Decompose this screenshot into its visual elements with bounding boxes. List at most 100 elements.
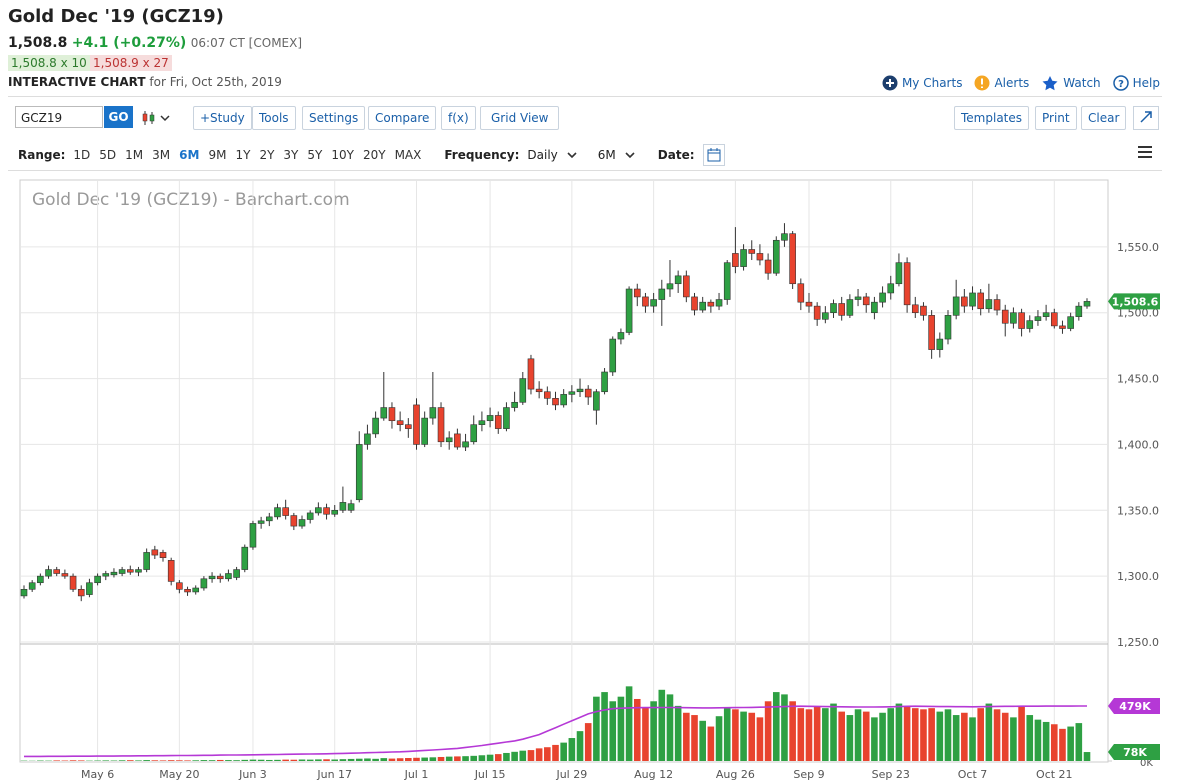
range-bar: Range: 1D 5D 1M 3M 6M 9M 1Y 2Y 3Y 5Y 10Y 20Y MAX Fre…: [18, 144, 725, 166]
candle-body: [830, 303, 837, 314]
candle-body: [331, 509, 339, 515]
range-option[interactable]: 1Y: [235, 148, 251, 162]
volume-bar: [568, 738, 576, 761]
candle-body: [977, 292, 985, 310]
candle-body: [609, 338, 617, 373]
period-select[interactable]: 6M: [598, 148, 636, 162]
symbol-input[interactable]: GCZ19: [15, 106, 103, 128]
candle-body: [1010, 312, 1017, 324]
candle-body: [53, 569, 61, 574]
candle-body: [192, 587, 200, 593]
candle-body: [396, 420, 404, 425]
candle-body: [822, 312, 829, 320]
candle-body: [535, 388, 543, 393]
candle-body: [462, 441, 469, 448]
volume-bar: [772, 692, 780, 761]
range-option[interactable]: 1M: [125, 148, 144, 162]
candle-body: [1083, 301, 1091, 307]
print-button[interactable]: Print: [1035, 106, 1077, 130]
compare-button[interactable]: Compare: [368, 106, 437, 130]
volume-bar: [593, 696, 600, 761]
volume-bar: [372, 758, 379, 761]
candle-body: [478, 420, 486, 425]
candle-body: [552, 398, 559, 406]
link-text: Watch: [1063, 76, 1101, 90]
range-label: Range:: [18, 148, 66, 162]
volume-bar: [969, 717, 976, 761]
volume-bar: [1018, 707, 1025, 761]
candle-body: [544, 391, 551, 399]
clear-button[interactable]: Clear: [1081, 106, 1127, 130]
expand-button[interactable]: [1133, 106, 1159, 130]
study-button[interactable]: +Study: [193, 106, 252, 130]
my-charts[interactable]: My Charts: [882, 75, 962, 91]
candle-body: [593, 391, 600, 411]
candle-body: [633, 288, 641, 298]
range-option[interactable]: 5D: [99, 148, 117, 162]
link-text: Alerts: [994, 76, 1030, 90]
candle-body: [37, 575, 44, 584]
candle-body: [862, 296, 870, 306]
volume-bar: [552, 744, 559, 761]
range-option[interactable]: 9M: [208, 148, 227, 162]
candle-body: [683, 275, 690, 298]
settings-button[interactable]: Settings: [302, 106, 366, 130]
date-picker[interactable]: [702, 144, 725, 166]
candle-body: [691, 296, 698, 311]
menu-button[interactable]: [1136, 144, 1154, 160]
volume-bar: [1067, 726, 1074, 761]
candle-body: [266, 516, 273, 522]
link-text: Help: [1132, 76, 1160, 90]
frequency-select[interactable]: Daily: [527, 148, 577, 162]
chart-label: INTERACTIVE CHART: [8, 75, 146, 89]
volume-bar: [740, 711, 747, 761]
help[interactable]: ? Help: [1112, 75, 1160, 91]
x-tick-label: Oct 21: [1036, 768, 1073, 781]
chart-type-picker[interactable]: [140, 109, 174, 127]
watch[interactable]: Watch: [1041, 75, 1101, 91]
range-option[interactable]: 10Y: [331, 148, 354, 162]
candle-body: [200, 578, 208, 589]
volume-bar: [405, 758, 412, 761]
range-option[interactable]: 3M: [152, 148, 171, 162]
volume-bar: [830, 703, 837, 761]
range-option[interactable]: 6M: [179, 148, 200, 162]
x-tick-label: Aug 12: [634, 768, 673, 781]
candle-body: [838, 303, 845, 316]
svg-text:?: ?: [1118, 79, 1124, 90]
templates-button[interactable]: Templates: [954, 106, 1030, 130]
grid-view-button[interactable]: Grid View: [480, 106, 560, 130]
volume-bar: [503, 752, 510, 761]
volume-bar: [478, 755, 486, 761]
candle-body: [707, 301, 715, 307]
volume-bar: [650, 701, 657, 761]
volume-bar: [560, 742, 567, 761]
range-option[interactable]: 2Y: [259, 148, 275, 162]
icon-alert: [974, 75, 990, 91]
volume-bar: [266, 759, 273, 761]
go-button[interactable]: GO: [104, 106, 133, 128]
candle-body: [797, 283, 805, 303]
alerts[interactable]: Alerts: [974, 75, 1029, 91]
range-option[interactable]: 5Y: [307, 148, 323, 162]
volume-bar: [879, 712, 886, 761]
fx-button[interactable]: f(x): [441, 106, 476, 130]
range-option[interactable]: 3Y: [283, 148, 299, 162]
volume-bar: [797, 708, 805, 761]
candle-body: [241, 546, 249, 570]
volume-bar: [298, 759, 306, 761]
date-label: Date:: [657, 148, 695, 162]
tools-button[interactable]: Tools: [252, 106, 296, 130]
candle-body: [323, 507, 330, 515]
range-option[interactable]: 1D: [73, 148, 91, 162]
candle-body: [274, 507, 281, 518]
volume-bar: [355, 758, 363, 761]
x-tick-label: Jun 3: [238, 768, 267, 781]
candle-body: [527, 358, 535, 390]
y-tick-label: 1,300.0: [1117, 570, 1159, 583]
volume-bar: [707, 726, 715, 761]
y-tick-label: 1,400.0: [1117, 438, 1159, 451]
divider: [8, 170, 1162, 171]
range-option[interactable]: MAX: [394, 148, 422, 162]
range-option[interactable]: 20Y: [362, 148, 386, 162]
